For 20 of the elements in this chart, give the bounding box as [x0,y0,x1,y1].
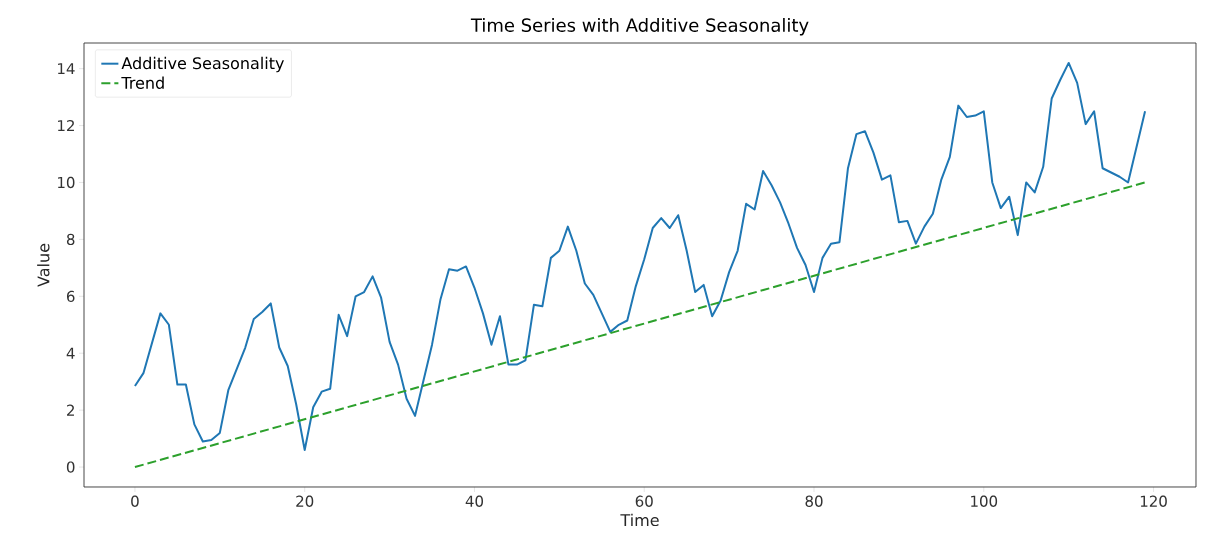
chart-title: Time Series with Additive Seasonality [470,18,809,36]
x-axis-title: Time [620,513,659,527]
y-tick-label: 10 [58,176,75,189]
x-tick-label: 40 [465,495,484,507]
y-tick-label: 12 [58,119,74,132]
y-tick-label: 4 [66,347,75,359]
x-tick-label: 80 [805,495,823,507]
legend-label: Additive Seasonality [121,56,284,73]
y-tick-label: 0 [66,461,75,473]
x-tick-label: 20 [296,495,314,507]
y-tick-label: 14 [58,63,75,75]
x-tick-label: 0 [131,495,139,507]
y-axis-title: Value [37,243,50,287]
x-tick-label: 60 [635,495,653,507]
y-tick-label: 6 [66,290,75,302]
y-tick-label: 8 [66,233,75,246]
y-tick-label: 2 [67,404,74,416]
x-tick-label: 120 [1140,495,1167,507]
legend-label: Trend [121,76,164,89]
x-tick-label: 100 [971,495,998,507]
